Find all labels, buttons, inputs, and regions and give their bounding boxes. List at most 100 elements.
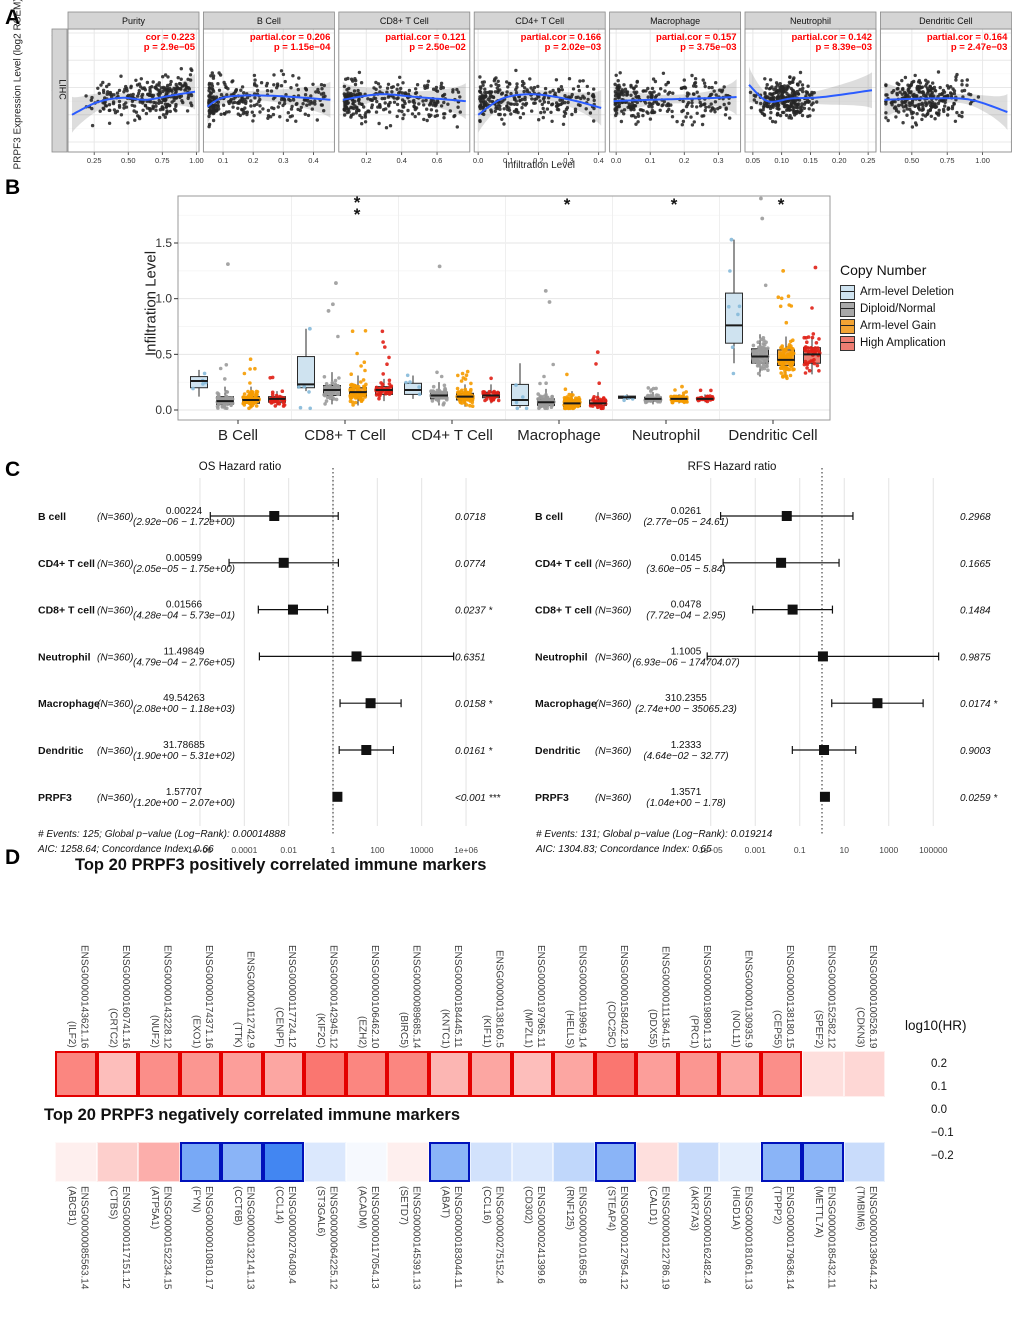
p-value-annotation: p = 3.75e−03 xyxy=(680,42,737,53)
heatmap-cell-cct6b xyxy=(221,1142,263,1182)
significance-mark: * xyxy=(354,205,361,224)
heatmap-column-label-tmbim6: ENSG00000139644.12 (TMBIM6) xyxy=(854,1186,879,1290)
forest-row-neutrophil: Neutrophil (N=360) 1.1005(6.93e−06 − 17470… xyxy=(535,646,991,668)
forest-marker xyxy=(781,511,792,521)
forest-row-macrophage: Macrophage(N=360) 310.2355(2.74e+00 − 350… xyxy=(535,693,998,715)
panel-b-y-tick: 0.0 xyxy=(155,403,172,417)
forest-row-n: (N=360) xyxy=(97,559,133,570)
legend-key-swatch xyxy=(840,335,855,351)
forest-row-name: PRPF3 xyxy=(535,792,569,804)
negative-heatmap-title: Top 20 PRPF3 negatively correlated immun… xyxy=(44,1106,461,1124)
heatmap-column-label-cd302: ENSG00000241399.6 (CD302) xyxy=(522,1186,547,1284)
panel-a-x-tick: 0.05 xyxy=(746,156,761,165)
heatmap-cell-atp5a1 xyxy=(138,1142,180,1182)
heatmap-cell-cdc25c xyxy=(594,1051,636,1097)
heatmap-cell-fyn xyxy=(179,1142,221,1182)
heatmap-cell-tmbim6 xyxy=(843,1142,885,1182)
heatmap-cell-kntc1 xyxy=(428,1051,470,1097)
facet-title: Neutrophil xyxy=(790,16,831,26)
forest-row-estimate: 0.0145 xyxy=(671,553,702,564)
forest-row-dendritic: Dendritic (N=360) 1.2333(4.64e−02 − 32.77)… xyxy=(535,740,991,762)
panel-a-x-tick: 1.00 xyxy=(189,156,204,165)
panel-a-label: A xyxy=(5,6,21,29)
forest-row-estimate: 31.78685 xyxy=(163,740,205,751)
forest-axis-tick: 0.0001 xyxy=(231,845,257,855)
forest-row-ci: (2.74e+00 − 35065.23) xyxy=(635,704,737,715)
os-forest-plot: 1e−06 0.0001 0.01 1 100 10000 1e+06 B cell (N=36… xyxy=(38,468,501,855)
forest-row-ci: (6.93e−06 − 174704.07) xyxy=(632,657,739,668)
p-value-annotation: p = 1.15e−04 xyxy=(274,42,331,53)
forest-row-b-cell: B cell (N=360) 0.0261(2.77e−05 − 24.61) 0.2… xyxy=(535,506,991,528)
heatmap-column-label-rnf125: ENSG00000101695.8 (RNF125) xyxy=(564,1186,588,1284)
forest-row-n: (N=360) xyxy=(595,793,631,804)
forest-marker xyxy=(819,745,830,755)
heatmap-cell-ccl16 xyxy=(470,1142,512,1182)
forest-row-neutrophil: Neutrophil (N=360) 11.49849(4.79e−04 − 2.7… xyxy=(38,646,486,668)
facet-strip xyxy=(202,11,335,30)
forest-row-n: (N=360) xyxy=(595,699,631,710)
heatmap-column-label-kntc1: ENSG00000184445.11 (KNTC1) xyxy=(439,945,464,1048)
loess-curve xyxy=(71,90,196,116)
forest-row-dendritic: Dendritic (N=360) 31.78685(1.90e+00 − 5.31… xyxy=(38,740,493,762)
heatmap-column-label-nuf2: ENSG00000143228.12 (NUF2) xyxy=(149,944,173,1048)
heatmap-cell-crtc2 xyxy=(96,1051,138,1097)
heatmap-cell-spef2 xyxy=(802,1051,844,1097)
heatmap-cell-cenpf xyxy=(262,1051,304,1097)
panel-b-category-label: Dendritic Cell xyxy=(728,427,817,444)
forest-marker xyxy=(332,791,343,802)
forest-marker xyxy=(787,604,798,615)
forest-row-p-value: 0.0161 * xyxy=(455,746,493,757)
forest-row-ci: (3.60e−05 − 5.84) xyxy=(646,564,726,575)
facet-title: Macrophage xyxy=(650,16,700,26)
correlation-annotation: partial.cor = 0.166 xyxy=(521,32,602,43)
forest-marker xyxy=(361,745,372,755)
p-value-annotation: p = 2.47e−03 xyxy=(951,42,1008,53)
forest-row-b-cell: B cell (N=360) 0.00224(2.92e−06 − 1.72e+00… xyxy=(38,506,486,528)
heatmap-cell-higd1a xyxy=(719,1142,761,1182)
heatmap-cell-cd302 xyxy=(511,1142,553,1182)
heatmap-column-label-hells: ENSG00000119969.14 (HELLS) xyxy=(564,945,588,1048)
correlation-annotation: partial.cor = 0.206 xyxy=(250,32,331,43)
forest-row-p-value: 0.1484 xyxy=(960,606,991,617)
forest-row-cd4-t-cell: CD4+ T cell (N=360) 0.0145(3.60e−05 − 5.84… xyxy=(535,553,991,575)
forest-row-p-value: 0.9003 xyxy=(960,746,991,757)
heatmap-column-label-setd7: ENSG00000145391.13 (SETD7) xyxy=(398,1186,422,1290)
forest-row-cd4-t-cell: CD4+ T cell (N=360) 0.00599(2.05e−05 − 1.7… xyxy=(38,553,486,575)
loess-curve xyxy=(342,93,466,103)
forest-row-estimate: 0.00224 xyxy=(166,506,203,517)
forest-marker xyxy=(817,651,828,662)
forest-axis-tick: 1e+06 xyxy=(454,845,478,855)
forest-row-p-value: 0.0259 * xyxy=(960,793,998,804)
forest-row-name: Macrophage xyxy=(535,698,597,710)
forest-axis-tick: 1 xyxy=(331,845,336,855)
forest-axis-tick: 0.001 xyxy=(745,845,767,855)
correlation-annotation: partial.cor = 0.164 xyxy=(927,32,1008,43)
forest-row-cd8-t-cell: CD8+ T cell (N=360) 0.0478(7.72e−04 − 2.95… xyxy=(535,600,991,622)
heatmap-column-label-ccl14: ENSG00000276409.4 (CCL14) xyxy=(273,1186,298,1284)
forest-row-p-value: 0.0718 xyxy=(455,512,486,523)
panel-b-y-axis-label: Infiltration Level xyxy=(142,250,160,357)
panel-a-x-tick: 0.2 xyxy=(679,156,689,165)
heatmap-cell-setd7 xyxy=(387,1142,429,1182)
forest-row-ci: (2.05e−05 − 1.75e+00) xyxy=(133,564,235,575)
legend-item-label: High Amplication xyxy=(860,337,946,349)
heatmap-cell-nuf2 xyxy=(138,1051,180,1097)
hr-legend-gradient-bar xyxy=(905,1046,924,1176)
correlation-annotation: cor = 0.223 xyxy=(146,32,195,43)
panel-a-x-tick: 0.2 xyxy=(533,156,543,165)
heatmap-cell-cep55 xyxy=(760,1051,802,1097)
facet-title: B Cell xyxy=(257,16,281,26)
scatter-facet-cd8-t-cell: 0.2 0.4 0.6 CD8+ T Cell partial.cor = 0.121p… xyxy=(338,11,471,165)
forest-row-estimate: 1.57707 xyxy=(166,787,203,798)
forest-axis-tick: 10000 xyxy=(410,845,434,855)
loess-curve xyxy=(477,93,602,116)
significance-mark: * xyxy=(671,195,678,214)
heatmap-column-label-spef2: ENSG00000152582.12 (SPEF2) xyxy=(813,944,837,1048)
forest-row-p-value: 0.0774 xyxy=(455,559,486,570)
panel-b-category-label: Neutrophil xyxy=(632,427,700,444)
legend-key-swatch xyxy=(840,318,855,334)
scatter-facet-neutrophil: 0.05 0.10 0.15 0.20 0.25 Neutrophil partial.co… xyxy=(744,11,877,165)
panel-a-x-tick: 0.50 xyxy=(121,156,136,165)
correlation-annotation: partial.cor = 0.157 xyxy=(656,32,737,43)
